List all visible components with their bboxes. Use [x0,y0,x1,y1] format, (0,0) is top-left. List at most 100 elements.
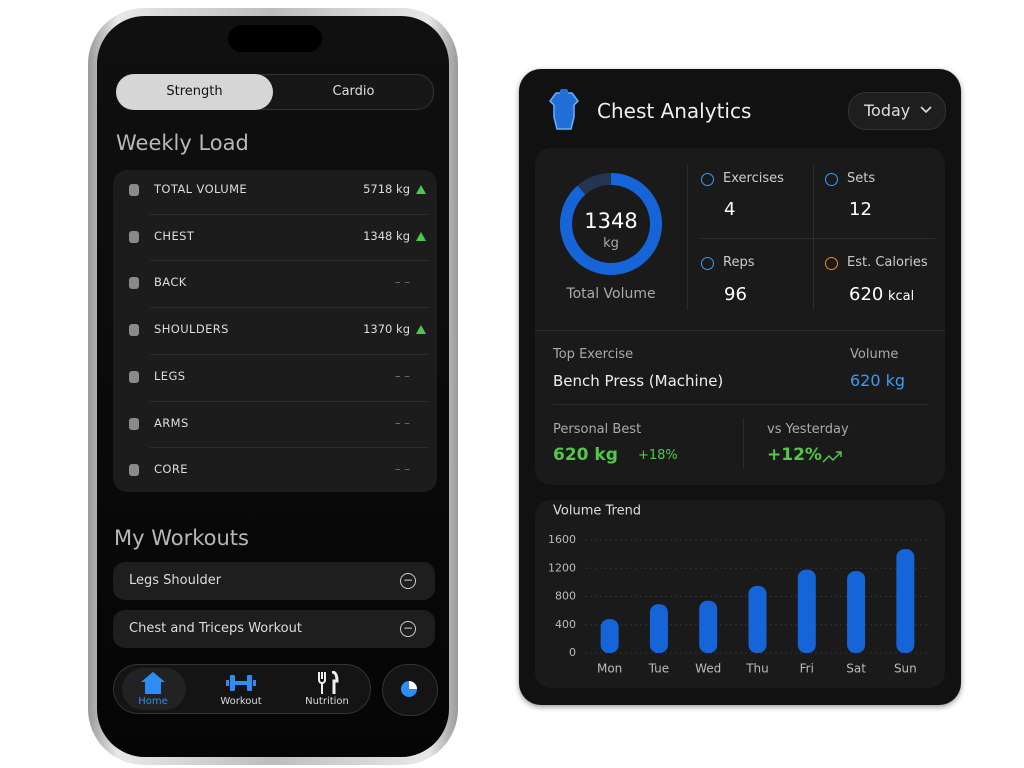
stat-label: Reps [723,255,755,270]
row-icon [129,464,139,477]
stat-unit: kcal [888,289,915,304]
workout-name[interactable]: Legs Shoulder [129,573,222,588]
personal-best-change: +18% [638,448,678,463]
stat-value: 12 [849,199,872,220]
x-tick-label: Sun [894,662,917,676]
stat-value: 4 [724,199,736,220]
field-label: Personal Best [553,422,642,437]
row-value: – – [394,415,410,430]
home-icon[interactable] [140,671,166,695]
stats-card [535,148,945,485]
ring [560,173,662,275]
row-icon [129,184,139,196]
row-value: – – [394,275,410,290]
stat-label: Est. Calories [847,255,928,270]
stat-value: 96 [724,284,747,305]
stat-icon [825,257,838,270]
chevron[interactable] [920,106,932,114]
row-label: TOTAL VOLUME [154,182,248,196]
y-tick-label: 800 [555,590,576,603]
section-title: Weekly Load [116,131,249,155]
y-tick-label: 400 [555,618,576,631]
trend-up [416,325,426,335]
bar [649,604,668,653]
row-value: 5718 kg [363,182,410,196]
row-divider [150,307,428,309]
stat-icon [701,173,714,186]
row-label: CORE [154,462,188,477]
row-value: – – [394,462,410,477]
stat-icon [701,257,714,270]
nutrition-icon[interactable] [317,671,339,695]
y-tick-label: 0 [569,646,576,659]
workout-item[interactable] [113,562,435,600]
tab-strength[interactable]: Strength [116,74,273,110]
bar [699,600,718,653]
row-icon [129,370,139,383]
x-tick-label: Wed [695,662,721,676]
row-label: LEGS [154,368,186,383]
remove-button[interactable]: − [400,621,416,637]
nav-label[interactable]: Home [138,696,168,707]
bar [797,569,816,653]
bar [748,585,767,653]
total-value: 1348 [584,209,638,233]
exercise-name: Bench Press (Machine) [553,372,724,390]
x-tick-label: Mon [597,662,622,676]
nav-label[interactable]: Workout [220,696,262,707]
row-label: SHOULDERS [154,322,229,337]
remove-button[interactable]: − [400,573,416,589]
stat-label: Sets [847,171,876,186]
total-unit: kg [603,236,619,251]
trend-arrow [822,451,842,463]
x-tick-label: Tue [648,662,670,676]
bar [600,619,619,653]
x-tick-label: Fri [800,662,814,676]
tab-cardio[interactable]: Cardio [332,84,375,99]
row-value: 1348 kg [363,228,410,243]
row-divider [150,260,428,262]
period-dropdown[interactable] [848,92,946,130]
notch [228,25,322,52]
row-icon [129,417,139,430]
row-value: – – [394,368,410,383]
field-label: Top Exercise [553,347,634,362]
total-label: Total Volume [566,286,656,302]
vs-yesterday: +12% [767,445,822,465]
bar [847,571,866,653]
weekly-load-card [113,170,437,492]
row-divider [150,447,428,449]
divider [743,418,744,468]
exercise-volume: 620 kg [850,371,906,390]
row-label: ARMS [154,415,189,430]
nav-label[interactable]: Nutrition [305,696,349,707]
trend-up [416,231,426,241]
chest-icon [549,89,579,130]
x-tick-label: Thu [745,662,769,676]
divider [687,165,688,310]
stat-icon [825,173,838,186]
field-label: Volume [850,347,899,362]
x-tick-label: Sat [846,662,866,676]
workout-name[interactable]: Chest and Triceps Workout [129,621,302,636]
row-divider [150,353,428,355]
y-tick-label: 1600 [548,533,576,546]
pie-icon[interactable] [401,681,417,697]
row-icon [129,230,139,243]
field-label: vs Yesterday [767,422,849,437]
chart-title: Volume Trend [553,504,641,519]
divider [813,165,814,310]
trend-up [416,185,426,194]
row-label: BACK [154,275,187,290]
panel-title: Chest Analytics [597,99,752,123]
y-tick-label: 1200 [548,561,576,574]
workout-icon[interactable] [226,674,256,692]
personal-best: 620 kg [553,445,618,465]
row-value: 1370 kg [363,322,410,337]
workout-item[interactable] [113,610,435,648]
divider [700,238,935,239]
divider [535,330,945,331]
period-label[interactable]: Today [864,101,911,120]
